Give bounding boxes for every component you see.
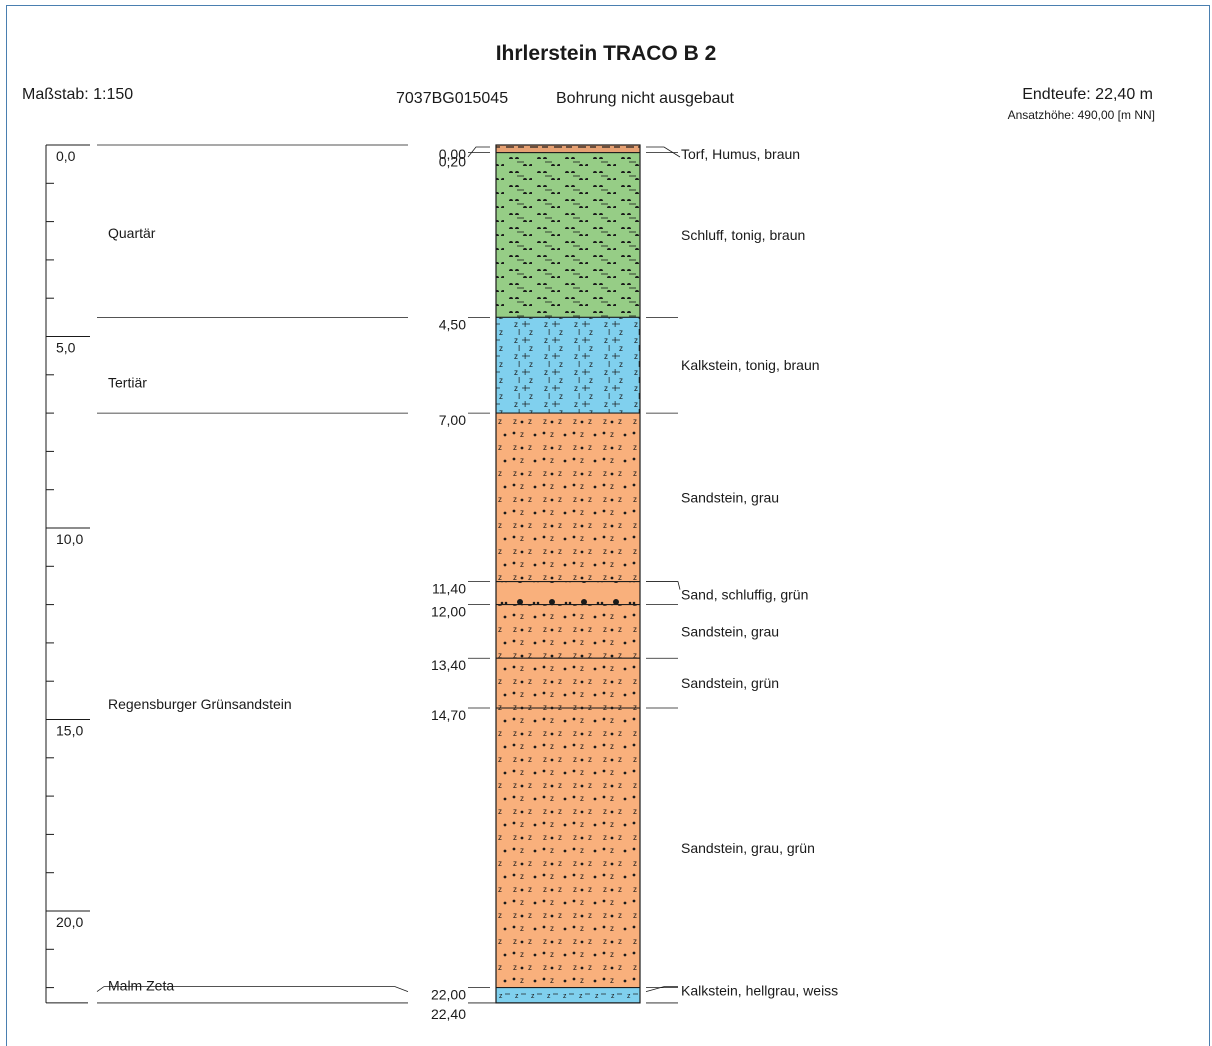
depth-label: 7,00: [439, 412, 466, 428]
lithology-layer-sand: [496, 582, 640, 605]
depth-label: 0,20: [439, 154, 466, 170]
lithology-column: [496, 145, 640, 1003]
lithology-layer-torf: [496, 145, 640, 153]
depth-label: 13,40: [431, 657, 466, 673]
lithology-layer-sandstein: [496, 413, 640, 582]
layer-description: Sand, schluffig, grün: [681, 587, 808, 603]
depth-label: 4,50: [439, 316, 466, 332]
layer-descriptions: Torf, Humus, braun Schluff, tonig, braun K…: [646, 146, 838, 1003]
layer-description: Sandstein, grau: [681, 623, 779, 639]
depth-label: 11,40: [432, 581, 466, 597]
layer-description: Kalkstein, hellgrau, weiss: [681, 983, 838, 999]
stratigraphy-name: Tertiär: [108, 374, 147, 390]
depth-label: 22,40: [431, 1006, 466, 1022]
layer-description: Schluff, tonig, braun: [681, 227, 805, 243]
description-leader: [646, 582, 680, 590]
stratigraphy-name: Regensburger Grünsandstein: [108, 696, 292, 712]
layer-description: Torf, Humus, braun: [681, 146, 800, 162]
depth-label: 22,00: [431, 987, 466, 1003]
depth-scale: 0,0 5,0 10,0 15,0 20,0: [46, 145, 90, 1003]
scale-tick-label: 0,0: [56, 148, 76, 164]
depth-leader: [468, 147, 490, 157]
lithology-layer-kalk: [496, 317, 640, 413]
depth-labels: 0,000,204,507,0011,4012,0013,4014,7022,0…: [431, 146, 496, 1022]
lithology-layer-sandstein: [496, 658, 640, 708]
scale-tick-label: 20,0: [56, 914, 83, 930]
scale-tick-label: 5,0: [56, 340, 76, 356]
scale-tick-label: 10,0: [56, 531, 83, 547]
lithology-layer-sandstein: [496, 605, 640, 659]
scale-tick-label: 15,0: [56, 723, 83, 739]
lithology-layer-schluff: [496, 153, 640, 318]
stratigraphy-name: Malm Zeta: [108, 978, 174, 994]
stratigraphy-name: Quartär: [108, 225, 156, 241]
description-leader: [646, 147, 680, 157]
stratigraphy-column: Quartär Tertiär Regensburger Grünsandstein…: [97, 145, 408, 1003]
layer-description: Sandstein, grau, grün: [681, 840, 815, 856]
depth-label: 12,00: [431, 604, 466, 620]
depth-label: 14,70: [431, 707, 466, 723]
lithology-layer-kalk2: [496, 988, 640, 1003]
layer-description: Sandstein, grün: [681, 675, 779, 691]
layer-description: Kalkstein, tonig, braun: [681, 357, 820, 373]
layer-description: Sandstein, grau: [681, 489, 779, 505]
lithology-layer-sandstein: [496, 708, 640, 988]
